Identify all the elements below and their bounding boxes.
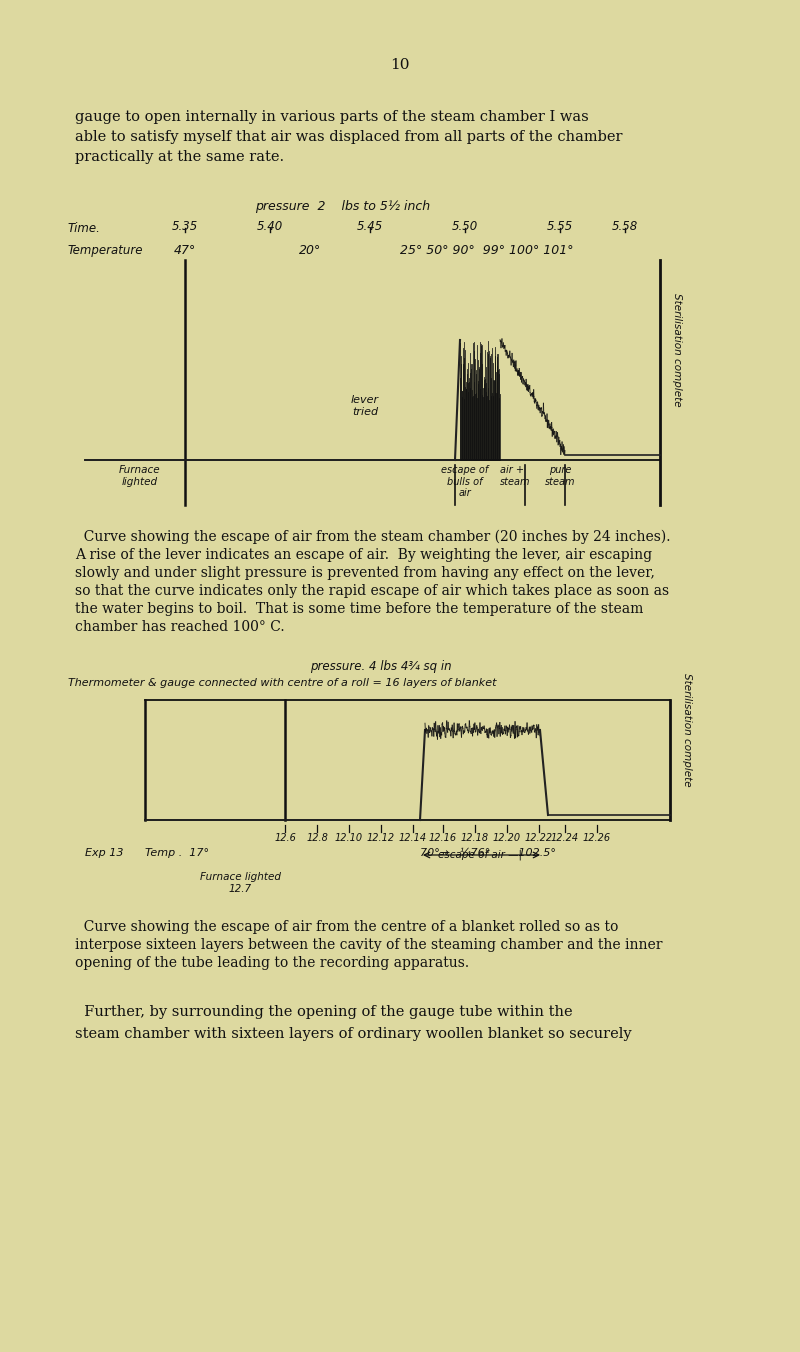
Text: pressure  2    lbs to 5½ inch: pressure 2 lbs to 5½ inch [255, 200, 430, 214]
Text: 5.35: 5.35 [172, 220, 198, 233]
Text: opening of the tube leading to the recording apparatus.: opening of the tube leading to the recor… [75, 956, 469, 969]
Text: the water begins to boil.  That is some time before the temperature of the steam: the water begins to boil. That is some t… [75, 602, 643, 617]
Text: Sterilisation complete: Sterilisation complete [672, 293, 682, 407]
Text: Temp .  17°: Temp . 17° [145, 848, 209, 859]
Text: Time.: Time. [68, 222, 101, 235]
Text: able to satisfy myself that air was displaced from all parts of the chamber: able to satisfy myself that air was disp… [75, 130, 622, 145]
Text: interpose sixteen layers between the cavity of the steaming chamber and the inne: interpose sixteen layers between the cav… [75, 938, 662, 952]
Text: 70°→   ¼76°        102.5°: 70°→ ¼76° 102.5° [420, 848, 556, 859]
Text: 5.45: 5.45 [357, 220, 383, 233]
Text: 5.55: 5.55 [547, 220, 573, 233]
Text: air +
steam: air + steam [500, 465, 530, 487]
Text: A rise of the lever indicates an escape of air.  By weighting the lever, air esc: A rise of the lever indicates an escape … [75, 548, 652, 562]
Text: 12.26: 12.26 [583, 833, 611, 844]
Text: escape of air —|: escape of air —| [438, 850, 522, 860]
Text: 12.12: 12.12 [367, 833, 395, 844]
Text: 10: 10 [390, 58, 410, 72]
Text: Temperature: Temperature [68, 243, 143, 257]
Text: escape of
bulls of
air: escape of bulls of air [442, 465, 489, 498]
Text: Curve showing the escape of air from the steam chamber (20 inches by 24 inches).: Curve showing the escape of air from the… [75, 530, 670, 545]
Text: 12.6: 12.6 [274, 833, 296, 844]
Text: Curve showing the escape of air from the centre of a blanket rolled so as to: Curve showing the escape of air from the… [75, 919, 618, 934]
Text: 12.24: 12.24 [551, 833, 579, 844]
Text: 12.10: 12.10 [335, 833, 363, 844]
Text: Thermometer & gauge connected with centre of a roll = 16 layers of blanket: Thermometer & gauge connected with centr… [68, 677, 497, 688]
Text: steam chamber with sixteen layers of ordinary woollen blanket so securely: steam chamber with sixteen layers of ord… [75, 1028, 632, 1041]
Text: Further, by surrounding the opening of the gauge tube within the: Further, by surrounding the opening of t… [75, 1005, 573, 1019]
Text: Furnace
lighted: Furnace lighted [119, 465, 161, 487]
Text: Furnace lighted
12.7: Furnace lighted 12.7 [199, 872, 281, 894]
Text: practically at the same rate.: practically at the same rate. [75, 150, 284, 164]
Text: so that the curve indicates only the rapid escape of air which takes place as so: so that the curve indicates only the rap… [75, 584, 669, 598]
Text: 12.14: 12.14 [399, 833, 427, 844]
Text: 47°: 47° [174, 243, 196, 257]
Text: 5.40: 5.40 [257, 220, 283, 233]
Text: 12.20: 12.20 [493, 833, 521, 844]
Text: 5.58: 5.58 [612, 220, 638, 233]
Text: Sterilisation complete: Sterilisation complete [682, 673, 692, 787]
Text: 20°: 20° [299, 243, 321, 257]
Text: 12.8: 12.8 [306, 833, 328, 844]
Text: chamber has reached 100° C.: chamber has reached 100° C. [75, 621, 285, 634]
Text: pressure. 4 lbs 4¾ sq in: pressure. 4 lbs 4¾ sq in [310, 660, 452, 673]
Text: pure
steam: pure steam [545, 465, 575, 487]
Text: 12.16: 12.16 [429, 833, 457, 844]
Text: slowly and under slight pressure is prevented from having any effect on the leve: slowly and under slight pressure is prev… [75, 566, 655, 580]
Text: 12.18: 12.18 [461, 833, 489, 844]
Text: lever
tried: lever tried [351, 395, 379, 416]
Text: Exp 13: Exp 13 [85, 848, 123, 859]
Text: 12.22: 12.22 [525, 833, 553, 844]
Text: 25° 50° 90°  99° 100° 101°: 25° 50° 90° 99° 100° 101° [400, 243, 574, 257]
Text: gauge to open internally in various parts of the steam chamber I was: gauge to open internally in various part… [75, 110, 589, 124]
Text: 5.50: 5.50 [452, 220, 478, 233]
